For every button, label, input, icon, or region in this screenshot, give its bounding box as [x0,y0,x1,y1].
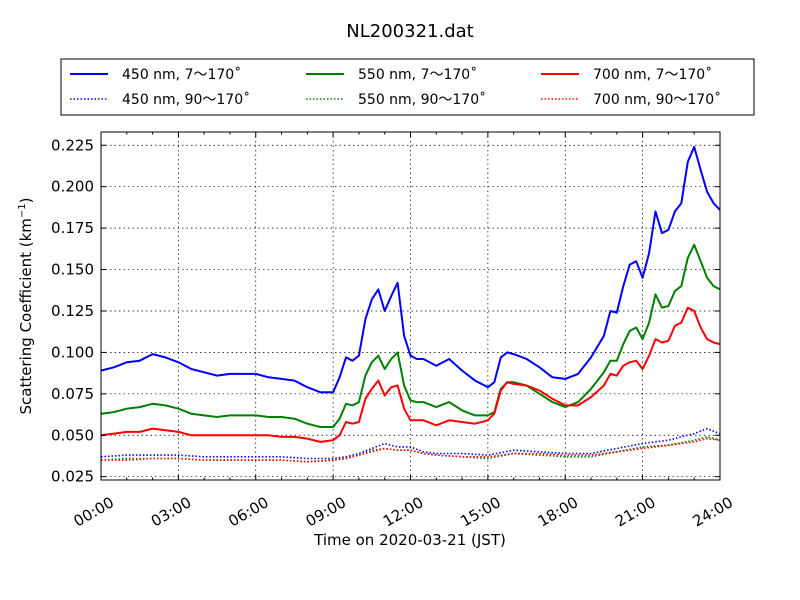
series-line-2 [100,243,721,428]
y-tick-label: 0.050 [51,426,94,444]
y-axis-label-exponent: −1 [17,203,28,218]
y-axis-label-end: ) [17,197,35,203]
x-tick-label: 03:00 [148,493,194,530]
legend-label: 550 nm, 7～170˚ [358,66,477,83]
grid-lines [101,132,720,480]
legend-label: 450 nm, 7～170˚ [122,66,241,83]
y-tick-label: 0.025 [51,468,94,486]
x-tick-label: 15:00 [457,493,503,530]
y-axis-label-main: Scattering Coefficient (km [17,218,35,414]
y-tick-label: 0.075 [51,385,94,403]
legend-label: 550 nm, 90～170˚ [358,91,486,108]
y-tick-label: 0.175 [51,219,94,237]
y-tick-label: 0.125 [51,302,94,320]
legend: 450 nm, 7～170˚ 450 nm, 90～170˚ 550 nm, 7～1… [60,58,755,116]
x-tick-label: 00:00 [71,493,117,530]
series-lines [100,145,721,463]
legend-label: 450 nm, 90～170˚ [122,91,250,108]
axis-ticks: 00:00 03:00 06:00 09:00 12:00 15:00 18:00 21:00… [51,132,736,530]
y-axis-label: Scattering Coefficient (km−1) [17,197,35,414]
series-line-5 [101,437,721,463]
chart-title: NL200321.dat [346,21,473,42]
plot-frame [100,131,721,481]
x-tick-label: 06:00 [225,493,271,530]
y-tick-label: 0.150 [51,261,94,279]
series-line-1 [100,427,721,460]
series-line-0 [100,145,721,394]
y-tick-label: 0.225 [51,136,94,154]
x-tick-label: 24:00 [690,493,736,530]
x-axis-label: Time on 2020-03-21 (JST) [313,531,506,549]
x-tick-label: 09:00 [303,493,349,530]
x-tick-label: 18:00 [535,493,581,530]
y-tick-label: 0.200 [51,178,94,196]
x-tick-label: 21:00 [612,493,658,530]
x-tick-label: 12:00 [380,493,426,530]
legend-label: 700 nm, 90～170˚ [593,91,721,108]
series-line-3 [100,436,721,463]
y-tick-label: 0.100 [51,343,94,361]
legend-label: 700 nm, 7～170˚ [593,66,712,83]
legend-frame [60,58,755,116]
series-line-4 [100,306,721,443]
